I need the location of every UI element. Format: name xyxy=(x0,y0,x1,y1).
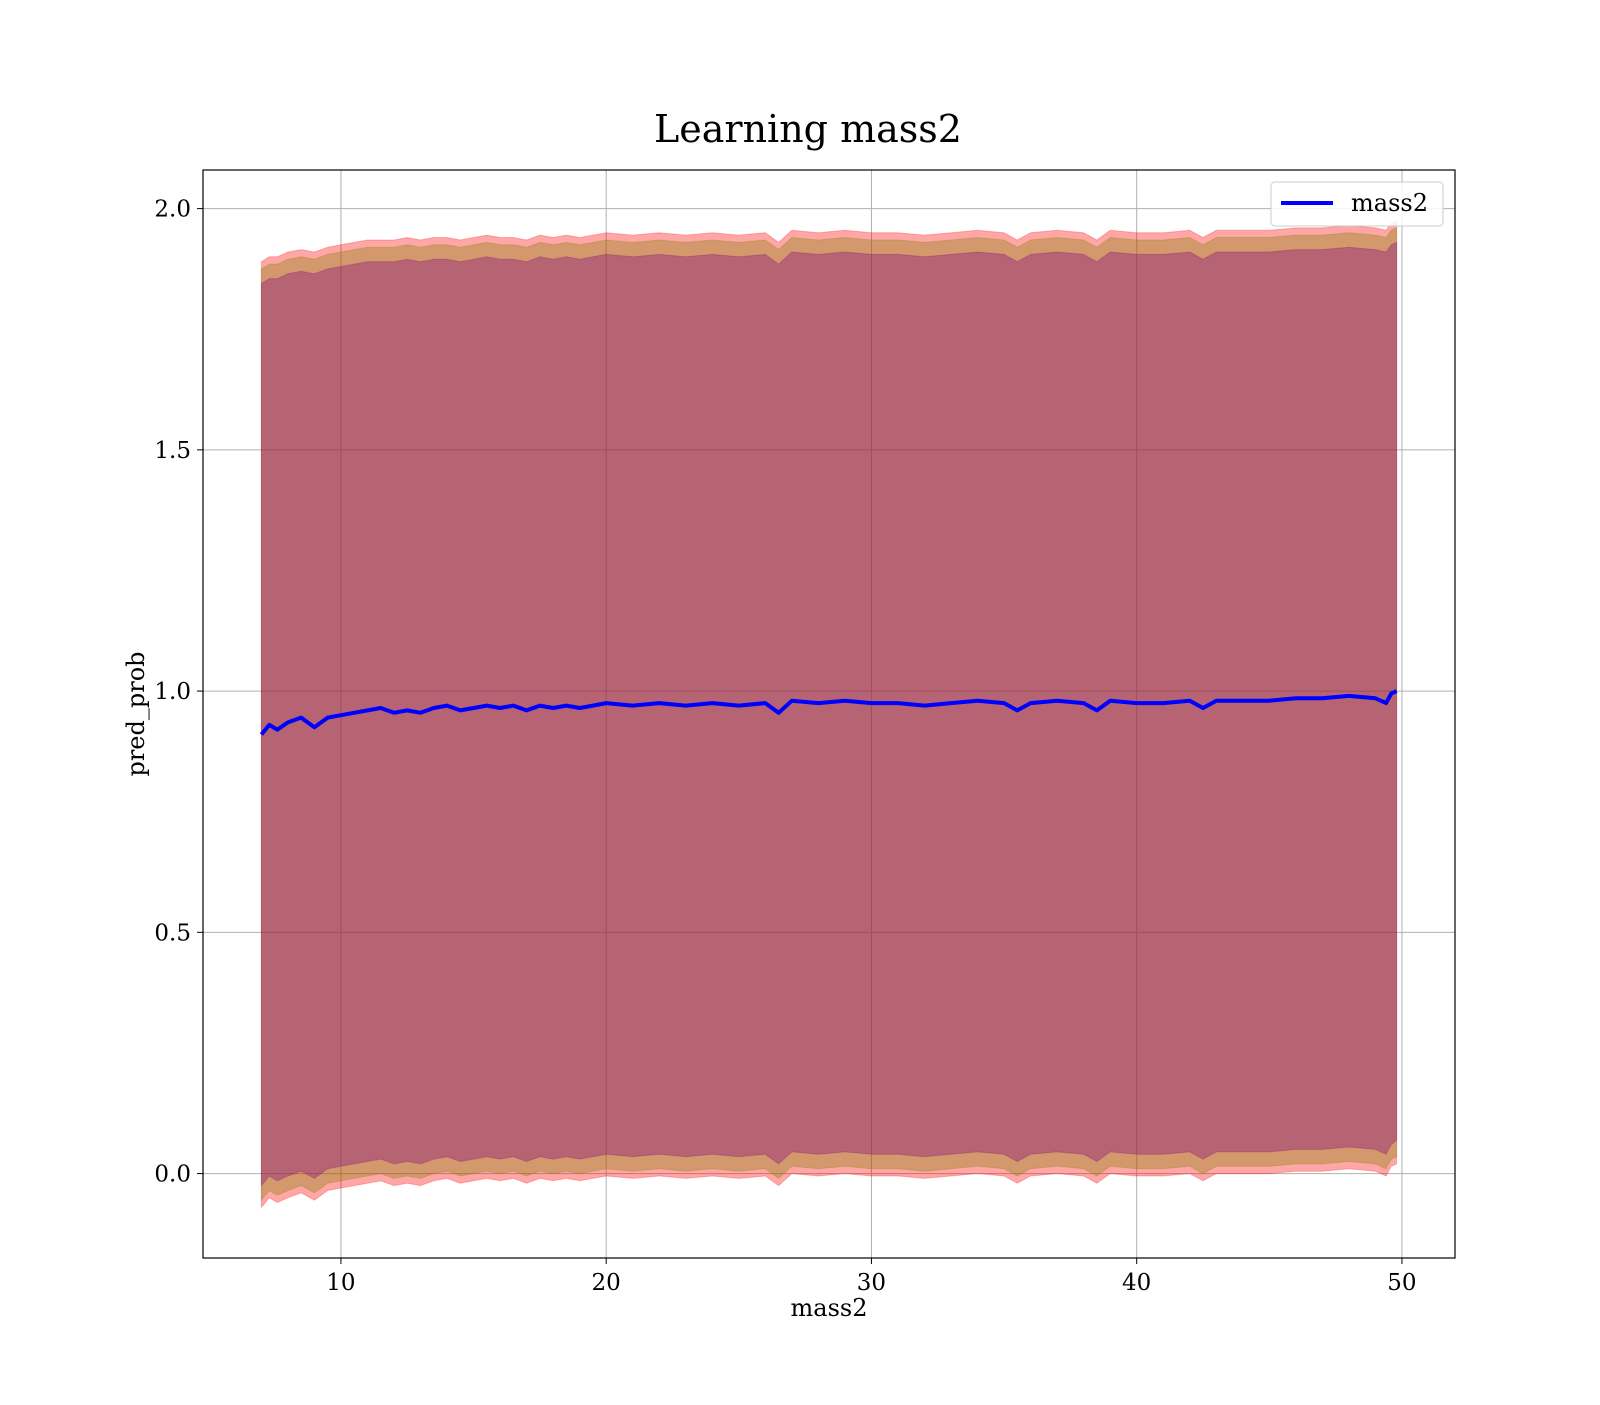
confidence-band-2 xyxy=(260,241,1398,1187)
tick-layer: 10 20 30 40 50 0.0 0.5 1.0 1.5 2.0 xyxy=(154,197,1416,1296)
y-axis-label: pred_prob xyxy=(122,651,150,776)
x-tick-label: 10 xyxy=(326,1270,355,1296)
x-tick-label: 20 xyxy=(592,1270,621,1296)
legend-label-mass2: mass2 xyxy=(1351,189,1428,217)
confidence-band-0 xyxy=(260,219,1398,1209)
confidence-band-1 xyxy=(260,227,1398,1202)
x-tick-label: 30 xyxy=(857,1270,886,1296)
plot-frame xyxy=(202,169,1456,1259)
y-tick-label: 1.5 xyxy=(154,438,191,464)
grid-layer xyxy=(203,170,1455,1258)
y-tick-label: 1.0 xyxy=(154,679,191,705)
legend: mass2 xyxy=(1270,181,1444,227)
series-line-mass2 xyxy=(259,689,1398,736)
chart-title: Learning mass2 xyxy=(654,107,962,151)
band-layer xyxy=(260,219,1398,1209)
x-axis-label: mass2 xyxy=(791,1294,868,1322)
legend-box xyxy=(1270,181,1444,227)
y-tick-label: 2.0 xyxy=(154,197,191,223)
y-tick-label: 0.0 xyxy=(154,1162,191,1188)
x-tick-label: 40 xyxy=(1122,1270,1151,1296)
y-tick-label: 0.5 xyxy=(154,920,191,946)
x-tick-label: 50 xyxy=(1387,1270,1416,1296)
line-layer xyxy=(259,689,1398,736)
